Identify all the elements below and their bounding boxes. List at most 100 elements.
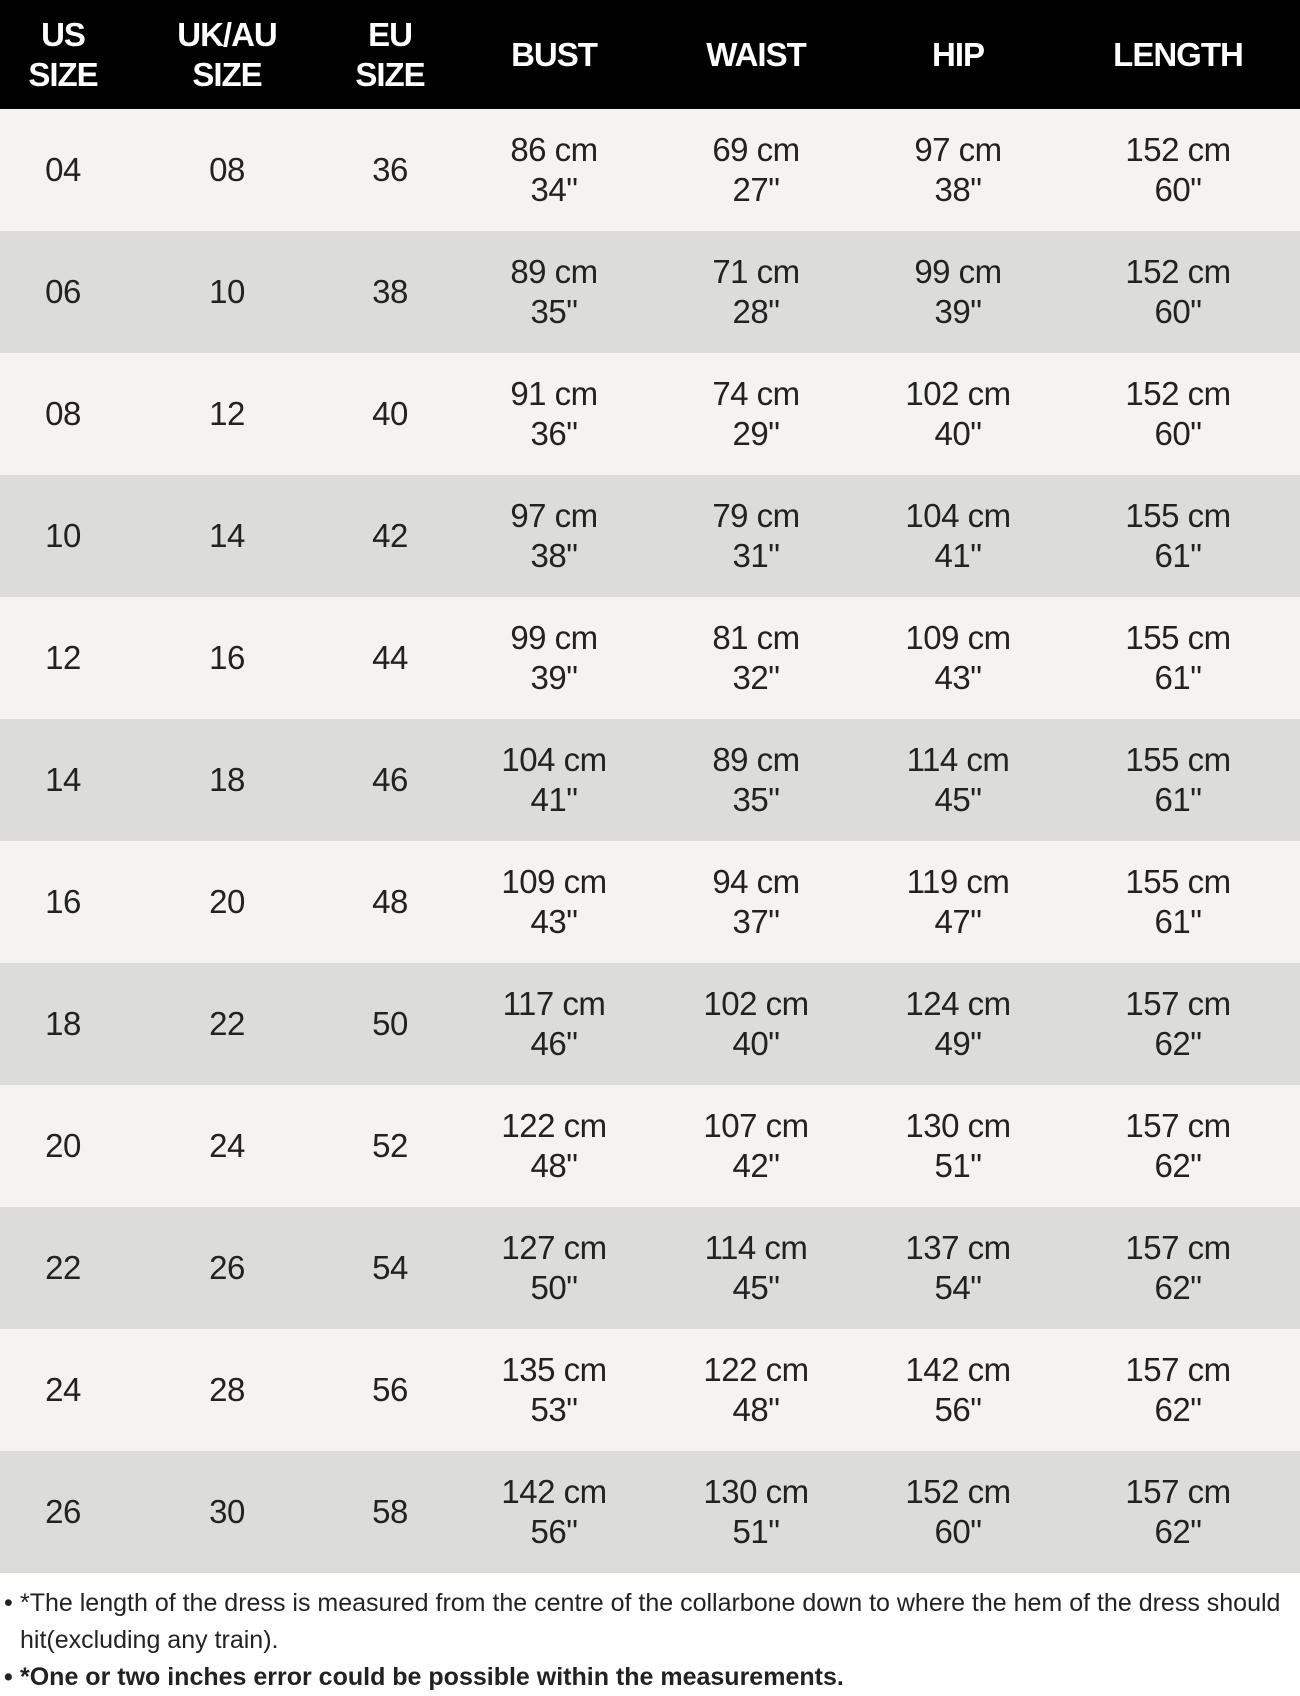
- length-in: 62": [1154, 1269, 1202, 1306]
- waist-cm: 74 cm: [712, 375, 800, 412]
- cell-length: 157 cm 62": [1125, 1451, 1231, 1573]
- length-cm: 157 cm: [1125, 985, 1231, 1022]
- cell-us-size: 24: [45, 1371, 81, 1408]
- cell-hip: 152 cm 60": [905, 1451, 1011, 1573]
- cell-uk-au-size: 24: [209, 1127, 245, 1164]
- header-waist: WAIST: [706, 35, 806, 73]
- cell-waist: 81 cm 32": [712, 597, 800, 719]
- cell-length: 152 cm 60": [1125, 231, 1231, 353]
- note-error-text: *One or two inches error could be possib…: [20, 1663, 844, 1691]
- bullet: •: [4, 1589, 13, 1617]
- hip-in: 38": [934, 171, 982, 208]
- waist-cm: 89 cm: [712, 741, 800, 778]
- bust-cm: 97 cm: [510, 497, 598, 534]
- note-length: • *The length of the dress is measured f…: [0, 1585, 1300, 1659]
- cell-bust: 97 cm 38": [510, 475, 598, 597]
- length-cm: 155 cm: [1125, 741, 1231, 778]
- table-row: 14 18 46 104 cm 41" 89 cm 35" 114 cm 45" 155 cm 61…: [0, 719, 1300, 841]
- hip-in: 60": [934, 1513, 982, 1550]
- length-in: 61": [1154, 537, 1202, 574]
- bust-in: 38": [530, 537, 578, 574]
- waist-in: 40": [732, 1025, 780, 1062]
- length-cm: 155 cm: [1125, 863, 1231, 900]
- cell-hip: 104 cm 41": [905, 475, 1011, 597]
- length-cm: 152 cm: [1125, 253, 1231, 290]
- cell-bust: 91 cm 36": [510, 353, 598, 475]
- cell-uk-au-size: 22: [209, 1005, 245, 1042]
- note-error: • *One or two inches error could be poss…: [0, 1659, 1300, 1696]
- cell-us-size: 26: [45, 1493, 81, 1530]
- hip-in: 56": [934, 1391, 982, 1428]
- cell-eu-size: 42: [372, 517, 408, 554]
- hip-cm: 142 cm: [905, 1351, 1011, 1388]
- cell-hip: 119 cm 47": [907, 841, 1010, 963]
- cell-eu-size: 48: [372, 883, 408, 920]
- cell-us-size: 10: [45, 517, 81, 554]
- cell-uk-au-size: 08: [209, 151, 245, 188]
- length-in: 61": [1154, 659, 1202, 696]
- bust-in: 43": [530, 903, 578, 940]
- cell-hip: 102 cm 40": [905, 353, 1011, 475]
- bust-cm: 109 cm: [501, 863, 607, 900]
- hip-in: 54": [934, 1269, 982, 1306]
- waist-in: 51": [732, 1513, 780, 1550]
- length-in: 60": [1154, 415, 1202, 452]
- waist-in: 32": [732, 659, 780, 696]
- hip-in: 47": [934, 903, 982, 940]
- length-in: 61": [1154, 781, 1202, 818]
- cell-us-size: 16: [45, 883, 81, 920]
- bust-cm: 127 cm: [501, 1229, 607, 1266]
- cell-us-size: 06: [45, 273, 81, 310]
- cell-bust: 142 cm 56": [501, 1451, 607, 1573]
- cell-length: 157 cm 62": [1125, 1085, 1231, 1207]
- bust-in: 53": [530, 1391, 578, 1428]
- cell-bust: 109 cm 43": [501, 841, 607, 963]
- hip-cm: 97 cm: [914, 131, 1002, 168]
- waist-in: 42": [732, 1147, 780, 1184]
- bust-cm: 91 cm: [510, 375, 598, 412]
- cell-eu-size: 58: [372, 1493, 408, 1530]
- cell-eu-size: 56: [372, 1371, 408, 1408]
- bust-in: 39": [530, 659, 578, 696]
- header-bust: BUST: [511, 35, 598, 73]
- length-in: 62": [1154, 1147, 1202, 1184]
- cell-us-size: 18: [45, 1005, 81, 1042]
- hip-cm: 99 cm: [914, 253, 1002, 290]
- notes: • *The length of the dress is measured f…: [0, 1573, 1300, 1696]
- cell-uk-au-size: 14: [209, 517, 245, 554]
- length-in: 62": [1154, 1513, 1202, 1550]
- hip-in: 51": [934, 1147, 982, 1184]
- cell-hip: 130 cm 51": [905, 1085, 1011, 1207]
- cell-bust: 86 cm 34": [510, 109, 598, 231]
- waist-in: 29": [732, 415, 780, 452]
- cell-bust: 117 cm 46": [503, 963, 606, 1085]
- length-cm: 157 cm: [1125, 1351, 1231, 1388]
- length-cm: 157 cm: [1125, 1229, 1231, 1266]
- cell-bust: 99 cm 39": [510, 597, 598, 719]
- cell-waist: 122 cm 48": [703, 1329, 809, 1451]
- cell-length: 155 cm 61": [1125, 597, 1231, 719]
- table-row: 08 12 40 91 cm 36" 74 cm 29" 102 cm 40" 152 cm 60": [0, 353, 1300, 475]
- hip-cm: 137 cm: [905, 1229, 1011, 1266]
- waist-cm: 122 cm: [703, 1351, 809, 1388]
- hip-in: 49": [934, 1025, 982, 1062]
- hip-in: 45": [934, 781, 982, 818]
- cell-waist: 71 cm 28": [712, 231, 800, 353]
- cell-uk-au-size: 30: [209, 1493, 245, 1530]
- waist-cm: 107 cm: [703, 1107, 809, 1144]
- waist-in: 37": [732, 903, 780, 940]
- table-row: 22 26 54 127 cm 50" 114 cm 45" 137 cm 54" 157 cm 6…: [0, 1207, 1300, 1329]
- bust-cm: 99 cm: [510, 619, 598, 656]
- cell-eu-size: 50: [372, 1005, 408, 1042]
- length-cm: 155 cm: [1125, 497, 1231, 534]
- cell-eu-size: 54: [372, 1249, 408, 1286]
- waist-cm: 102 cm: [703, 985, 809, 1022]
- cell-uk-au-size: 28: [209, 1371, 245, 1408]
- cell-hip: 97 cm 38": [914, 109, 1002, 231]
- cell-length: 155 cm 61": [1125, 475, 1231, 597]
- cell-us-size: 14: [45, 761, 81, 798]
- length-cm: 157 cm: [1125, 1107, 1231, 1144]
- waist-cm: 114 cm: [704, 1229, 808, 1266]
- waist-in: 31": [732, 537, 780, 574]
- cell-hip: 137 cm 54": [905, 1207, 1011, 1329]
